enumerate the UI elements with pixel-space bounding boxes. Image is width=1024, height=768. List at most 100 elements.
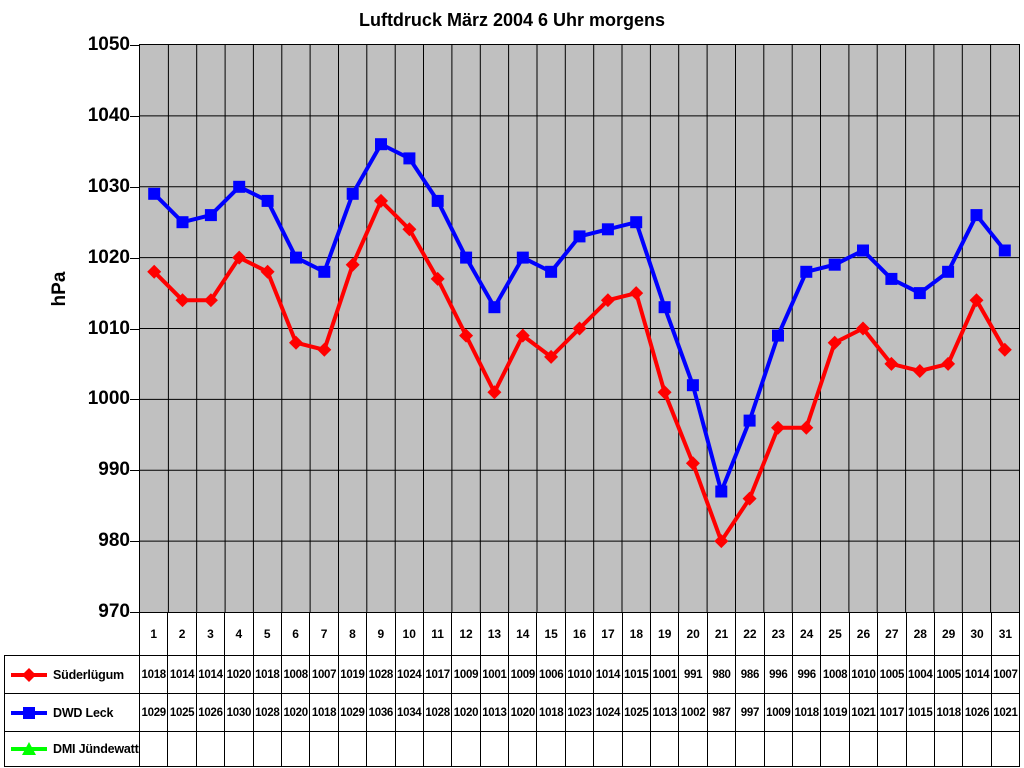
table-cell: 2 <box>167 613 195 655</box>
plot-area <box>139 44 1020 613</box>
table-cell: 1005 <box>877 656 905 693</box>
table-cell: 1001 <box>650 656 678 693</box>
y-tick-label: 1040 <box>87 105 130 126</box>
table-cell <box>366 732 394 766</box>
y-tick-mark <box>130 116 140 117</box>
table-cell: 1017 <box>877 694 905 731</box>
legend-item-suederluegum: Süderlügum <box>5 656 139 693</box>
table-cell: 997 <box>735 694 763 731</box>
table-cell <box>706 732 735 766</box>
table-cell: 10 <box>394 613 423 655</box>
table-cell: 28 <box>905 613 934 655</box>
table-cell: 1013 <box>479 694 508 731</box>
table-cell <box>167 732 195 766</box>
table-cell: 1025 <box>621 694 650 731</box>
table-cell <box>422 732 451 766</box>
chart-title: Luftdruck März 2004 6 Uhr morgens <box>358 10 666 30</box>
table-cell <box>309 732 337 766</box>
table-cell: 1007 <box>990 656 1019 693</box>
series-values-row <box>140 731 1019 766</box>
table-cell: 1028 <box>422 694 451 731</box>
table-cell: 1018 <box>309 694 337 731</box>
table-cell: 1018 <box>252 656 281 693</box>
y-tick-label: 980 <box>98 530 130 551</box>
table-cell: 9 <box>366 613 394 655</box>
table-cell <box>508 732 536 766</box>
table-cell <box>536 732 564 766</box>
table-cell: 1019 <box>337 656 366 693</box>
table-cell: 13 <box>479 613 508 655</box>
table-cell <box>621 732 650 766</box>
table-cell: 29 <box>933 613 962 655</box>
table-cell: 1018 <box>933 694 962 731</box>
table-cell: 4 <box>224 613 252 655</box>
y-tick-label: 1010 <box>87 318 130 339</box>
y-tick-mark <box>130 470 140 471</box>
table-cell <box>195 732 224 766</box>
table-cell: 6 <box>280 613 309 655</box>
table-cell: 1 <box>150 627 158 641</box>
table-cell <box>962 732 990 766</box>
legend-label: DMI Jündewatt <box>53 742 139 756</box>
table-cell: 8 <box>337 613 366 655</box>
table-cell: 1024 <box>394 656 423 693</box>
diamond-marker-icon <box>11 667 47 682</box>
table-cell: 991 <box>678 656 706 693</box>
table-cell: 18 <box>621 613 650 655</box>
table-cell: 7 <box>309 613 337 655</box>
y-axis: 1050 1040 1030 1020 1010 1000 990 980 970 <box>0 0 140 768</box>
table-cell: 1019 <box>820 694 848 731</box>
table-cell: 23 <box>763 613 792 655</box>
table-cell: 5 <box>252 613 281 655</box>
table-cell: 1029 <box>141 706 167 719</box>
table-cell <box>763 732 792 766</box>
table-cell <box>848 732 877 766</box>
table-cell <box>140 732 167 766</box>
table-cell: 1007 <box>309 656 337 693</box>
table-cell: 1005 <box>933 656 962 693</box>
table-cell: 1002 <box>678 694 706 731</box>
table-cell: 1006 <box>536 656 564 693</box>
table-cell: 1008 <box>280 656 309 693</box>
table-cell: 27 <box>877 613 905 655</box>
table-cell <box>877 732 905 766</box>
table-cell: 1014 <box>167 656 195 693</box>
table-cell <box>735 732 763 766</box>
table-cell: 1020 <box>280 694 309 731</box>
table-cell: 17 <box>593 613 621 655</box>
legend-item-dwd-leck: DWD Leck <box>5 693 139 731</box>
y-tick-mark <box>130 258 140 259</box>
y-tick-mark <box>130 399 140 400</box>
table-cell <box>337 732 366 766</box>
table-cell: 1025 <box>167 694 195 731</box>
table-cell <box>593 732 621 766</box>
table-cell: 31 <box>990 613 1019 655</box>
table-cell: 1030 <box>224 694 252 731</box>
legend-label: Süderlügum <box>53 667 124 682</box>
table-cell: 11 <box>422 613 451 655</box>
table-cell <box>905 732 934 766</box>
table-cell <box>933 732 962 766</box>
table-cell: 1004 <box>905 656 934 693</box>
legend-label: DWD Leck <box>53 705 114 720</box>
table-cell: 1020 <box>451 694 479 731</box>
series-values-row: 1018 1014 1014 1020 1018 1008 1007 1019 1028 1024… <box>140 655 1019 693</box>
table-cell: 30 <box>962 613 990 655</box>
table-cell: 1029 <box>337 694 366 731</box>
triangle-marker-icon <box>11 742 47 755</box>
table-cell <box>990 732 1019 766</box>
table-cell <box>791 732 820 766</box>
table-cell: 1010 <box>848 656 877 693</box>
day-header-row: 1 2 3 4 5 6 7 8 9 10 11 12 13 14 15 16 17 18 19 20 21 22 23 24 2… <box>140 613 1019 655</box>
table-cell: 22 <box>735 613 763 655</box>
table-cell <box>650 732 678 766</box>
table-cell: 1021 <box>990 694 1019 731</box>
table-cell <box>564 732 593 766</box>
y-tick-mark <box>130 187 140 188</box>
table-cell: 986 <box>735 656 763 693</box>
table-cell: 1017 <box>422 656 451 693</box>
table-cell <box>394 732 423 766</box>
table-cell: 1018 <box>791 694 820 731</box>
table-cell: 1009 <box>508 656 536 693</box>
legend-item-dmi-juendewatt: DMI Jündewatt <box>5 731 139 766</box>
